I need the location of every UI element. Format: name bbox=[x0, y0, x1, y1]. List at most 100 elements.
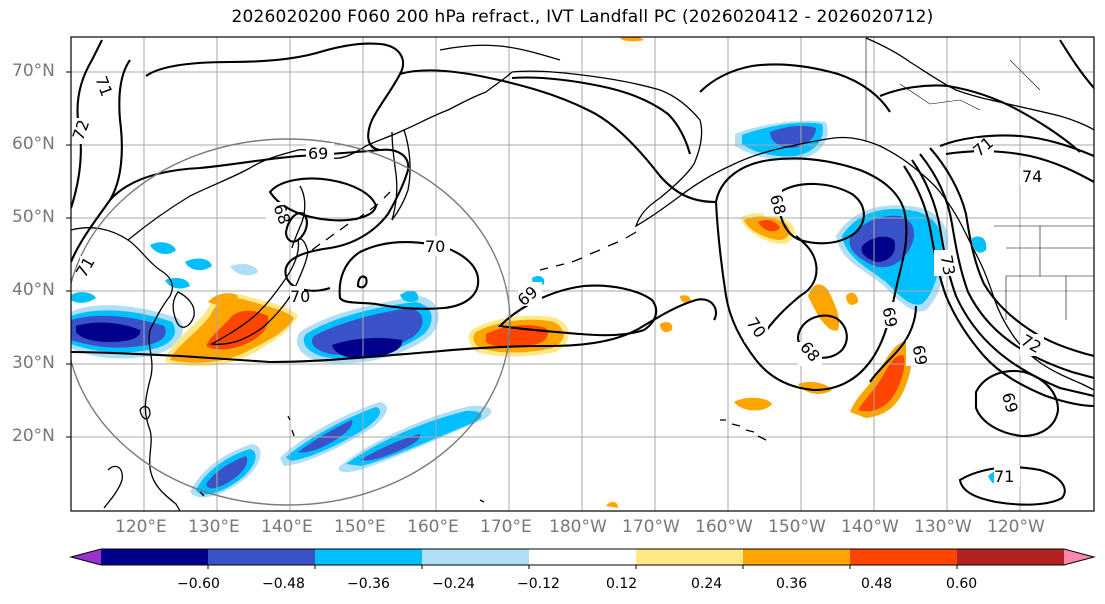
contour-line bbox=[778, 182, 865, 245]
label-mask bbox=[80, 256, 98, 282]
negative-anomaly-region bbox=[76, 322, 141, 342]
colorbar-segment bbox=[636, 549, 744, 565]
lon-label: 140°W bbox=[841, 517, 899, 537]
contour-label: 70 bbox=[290, 287, 310, 306]
label-mask bbox=[76, 118, 94, 144]
positive-anomaly-region bbox=[680, 295, 691, 303]
coastline-islands bbox=[199, 415, 485, 503]
label-mask bbox=[1020, 334, 1044, 356]
colorbar-extend-low bbox=[71, 549, 101, 565]
negative-anomaly-region bbox=[298, 420, 353, 453]
positive-anomaly-region bbox=[808, 284, 840, 331]
map-frame bbox=[70, 36, 1095, 512]
label-mask bbox=[906, 340, 924, 366]
contour-line bbox=[911, 159, 1094, 398]
graticule bbox=[71, 37, 1094, 511]
contour-label: 72 bbox=[68, 117, 93, 143]
lat-label: 30°N bbox=[12, 353, 55, 373]
contour-line bbox=[929, 147, 1094, 358]
contour-line bbox=[399, 69, 717, 204]
colorbar-segment bbox=[208, 549, 316, 565]
lon-label: 160°W bbox=[695, 517, 753, 537]
positive-anomaly-region bbox=[208, 293, 238, 306]
political-borders bbox=[865, 38, 1094, 320]
coastline-korea bbox=[172, 291, 195, 328]
contour-label: 69 bbox=[879, 306, 901, 329]
colorbar-tick-label: −0.12 bbox=[517, 576, 560, 592]
colorbar-outline bbox=[69, 548, 1096, 566]
contour-line bbox=[71, 59, 131, 263]
colorbar-segment bbox=[315, 549, 423, 565]
colorbar-tick-label: −0.60 bbox=[177, 576, 220, 592]
coastline-canada bbox=[865, 37, 1094, 131]
pc-shading bbox=[71, 37, 1012, 508]
coastline-philippines bbox=[103, 465, 123, 509]
map-panel: 69 68 70 70 71 72 71 69 68 70 68 69 69 bbox=[68, 37, 1094, 511]
negative-anomaly-region bbox=[230, 264, 258, 276]
label-mask bbox=[306, 143, 334, 163]
positive-anomaly-region bbox=[620, 37, 644, 42]
positive-anomaly-region bbox=[606, 501, 618, 508]
lon-label: 150°W bbox=[768, 517, 826, 537]
positive-anomaly-region bbox=[846, 292, 858, 305]
contour-label: 69 bbox=[308, 144, 328, 163]
label-mask bbox=[90, 74, 108, 100]
contour-line bbox=[145, 42, 405, 152]
lon-label: 170°W bbox=[622, 517, 680, 537]
negative-anomaly-region bbox=[71, 292, 96, 303]
colorbar-tick-label: 0.36 bbox=[776, 576, 808, 592]
colorbar-tick-label: −0.48 bbox=[262, 576, 305, 592]
refractivity-contours bbox=[71, 39, 1094, 506]
contour-line bbox=[945, 150, 1094, 183]
label-mask bbox=[798, 342, 822, 366]
lon-label: 150°E bbox=[334, 517, 386, 537]
negative-anomaly-region bbox=[400, 290, 419, 303]
negative-anomaly-region bbox=[150, 242, 176, 255]
label-mask bbox=[994, 466, 1020, 486]
colorbar-tick-label: 0.24 bbox=[691, 576, 723, 592]
negative-anomaly-region bbox=[972, 236, 987, 253]
lat-label: 70°N bbox=[12, 61, 55, 81]
contour-line bbox=[284, 212, 308, 243]
lon-label: 120°W bbox=[987, 517, 1045, 537]
label-mask bbox=[424, 236, 450, 256]
colorbar-segment bbox=[743, 549, 851, 565]
positive-anomaly-region bbox=[758, 220, 780, 232]
label-mask bbox=[996, 388, 1014, 414]
negative-anomaly-region bbox=[185, 258, 212, 271]
negative-anomaly-region bbox=[770, 125, 816, 148]
negative-anomaly-region bbox=[861, 236, 896, 262]
coastline-taiwan bbox=[139, 405, 151, 420]
colorbar-segment bbox=[957, 549, 1065, 565]
colorbar-segment bbox=[529, 549, 637, 565]
colorbar-segment bbox=[101, 549, 209, 565]
colorbar-tick-label: 0.48 bbox=[861, 576, 893, 592]
label-mask bbox=[934, 250, 952, 276]
contour-line bbox=[109, 148, 410, 292]
positive-anomaly-region bbox=[206, 310, 269, 350]
colorbar-tick-label: −0.24 bbox=[432, 576, 475, 592]
contour-line bbox=[268, 177, 378, 222]
contour-line bbox=[869, 305, 918, 383]
negative-anomaly-region bbox=[332, 337, 403, 359]
contour-line bbox=[974, 370, 1060, 438]
contour-label: 74 bbox=[1022, 167, 1042, 186]
label-mask bbox=[974, 138, 994, 160]
contour-line bbox=[71, 298, 718, 364]
colorbar-extend-high bbox=[1064, 549, 1094, 565]
colorbar-segment bbox=[422, 549, 530, 565]
negative-anomaly-region bbox=[360, 434, 421, 461]
positive-anomaly-region bbox=[660, 322, 673, 332]
lon-label: 170°E bbox=[480, 517, 532, 537]
positive-anomaly-region bbox=[798, 382, 832, 394]
coastline-asia bbox=[71, 227, 181, 511]
label-mask bbox=[266, 202, 284, 228]
positive-anomaly-region bbox=[858, 355, 905, 412]
colorbar-tick-label: 0.12 bbox=[606, 576, 638, 592]
positive-anomaly-region bbox=[734, 397, 772, 411]
landfall-region-circle bbox=[71, 138, 511, 506]
lat-label: 20°N bbox=[12, 426, 55, 446]
contour-line bbox=[511, 76, 692, 155]
contour-label: 68 bbox=[766, 192, 790, 217]
